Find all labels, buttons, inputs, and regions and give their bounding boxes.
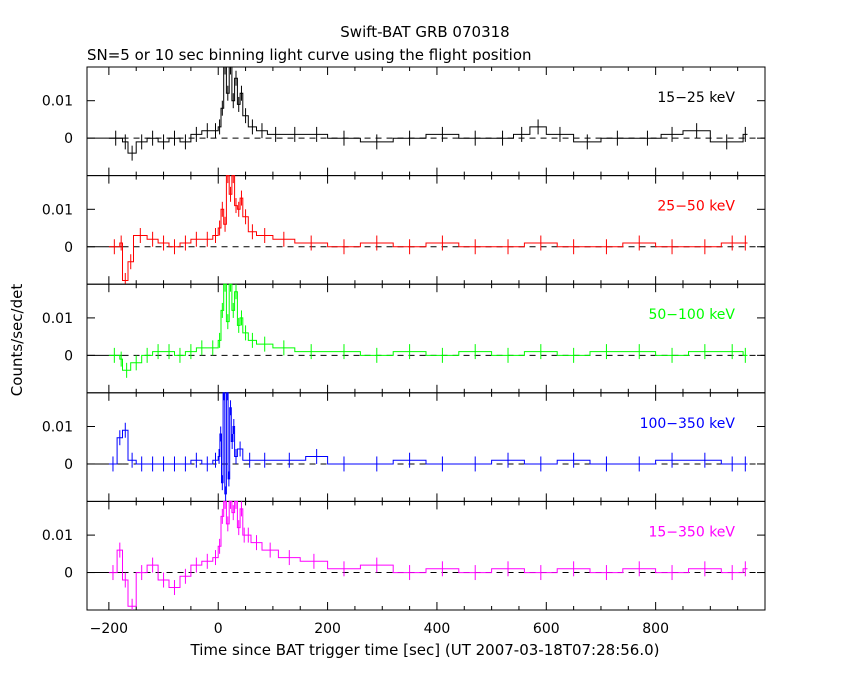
y-tick-label: 0 [64,566,73,582]
panel-1: 0.01 0 15−25 keV [42,66,766,177]
series-line [108,392,748,495]
y-axis-label: Counts/sec/det [8,284,26,397]
band-label: 100−350 keV [640,416,736,432]
y-tick-label: 0 [64,240,73,256]
series-line [108,500,748,607]
y-tick-label: 0.01 [42,528,73,544]
chart-title: Swift-BAT GRB 070318 [340,23,509,41]
panel-frame [86,175,766,285]
panel-5: 0.01 0 15−350 keV [42,500,766,611]
band-label: 25−50 keV [657,199,735,215]
y-tick-label: 0.01 [42,202,73,218]
panel-2: 0.01 0 25−50 keV [42,175,766,285]
x-tick-label: 200 [314,621,341,637]
panel-frame [86,392,766,502]
y-tick-label: 0 [64,348,73,364]
panels-group: 0.01 0 15−25 keV 0.01 0 25−50 keV 0.01 0 50−100 … [42,66,766,637]
panel-frame [86,283,766,394]
band-label: 50−100 keV [648,307,735,323]
panel-3: 0.01 0 50−100 keV [42,283,766,394]
panel-frame [86,500,766,611]
series-line [108,283,748,371]
panel-4: 0.01 0 100−350 keV [42,392,766,502]
x-tick-label: 0 [214,621,223,637]
y-tick-label: 0.01 [42,94,73,110]
y-tick-label: 0.01 [42,311,73,327]
x-axis-label: Time since BAT trigger time [sec] (UT 20… [190,641,660,659]
y-tick-label: 0 [64,131,73,147]
series-line [108,66,748,154]
band-label: 15−25 keV [657,90,735,106]
chart-subtitle: SN=5 or 10 sec binning light curve using… [87,46,532,64]
y-tick-label: 0 [64,457,73,473]
x-tick-label: 800 [642,621,669,637]
series-line [108,175,748,281]
y-tick-label: 0.01 [42,420,73,436]
x-tick-label: 400 [424,621,451,637]
x-tick-label: 600 [533,621,560,637]
band-label: 15−350 keV [648,524,735,540]
panel-frame [86,66,766,177]
x-tick-label: −200 [90,621,128,637]
